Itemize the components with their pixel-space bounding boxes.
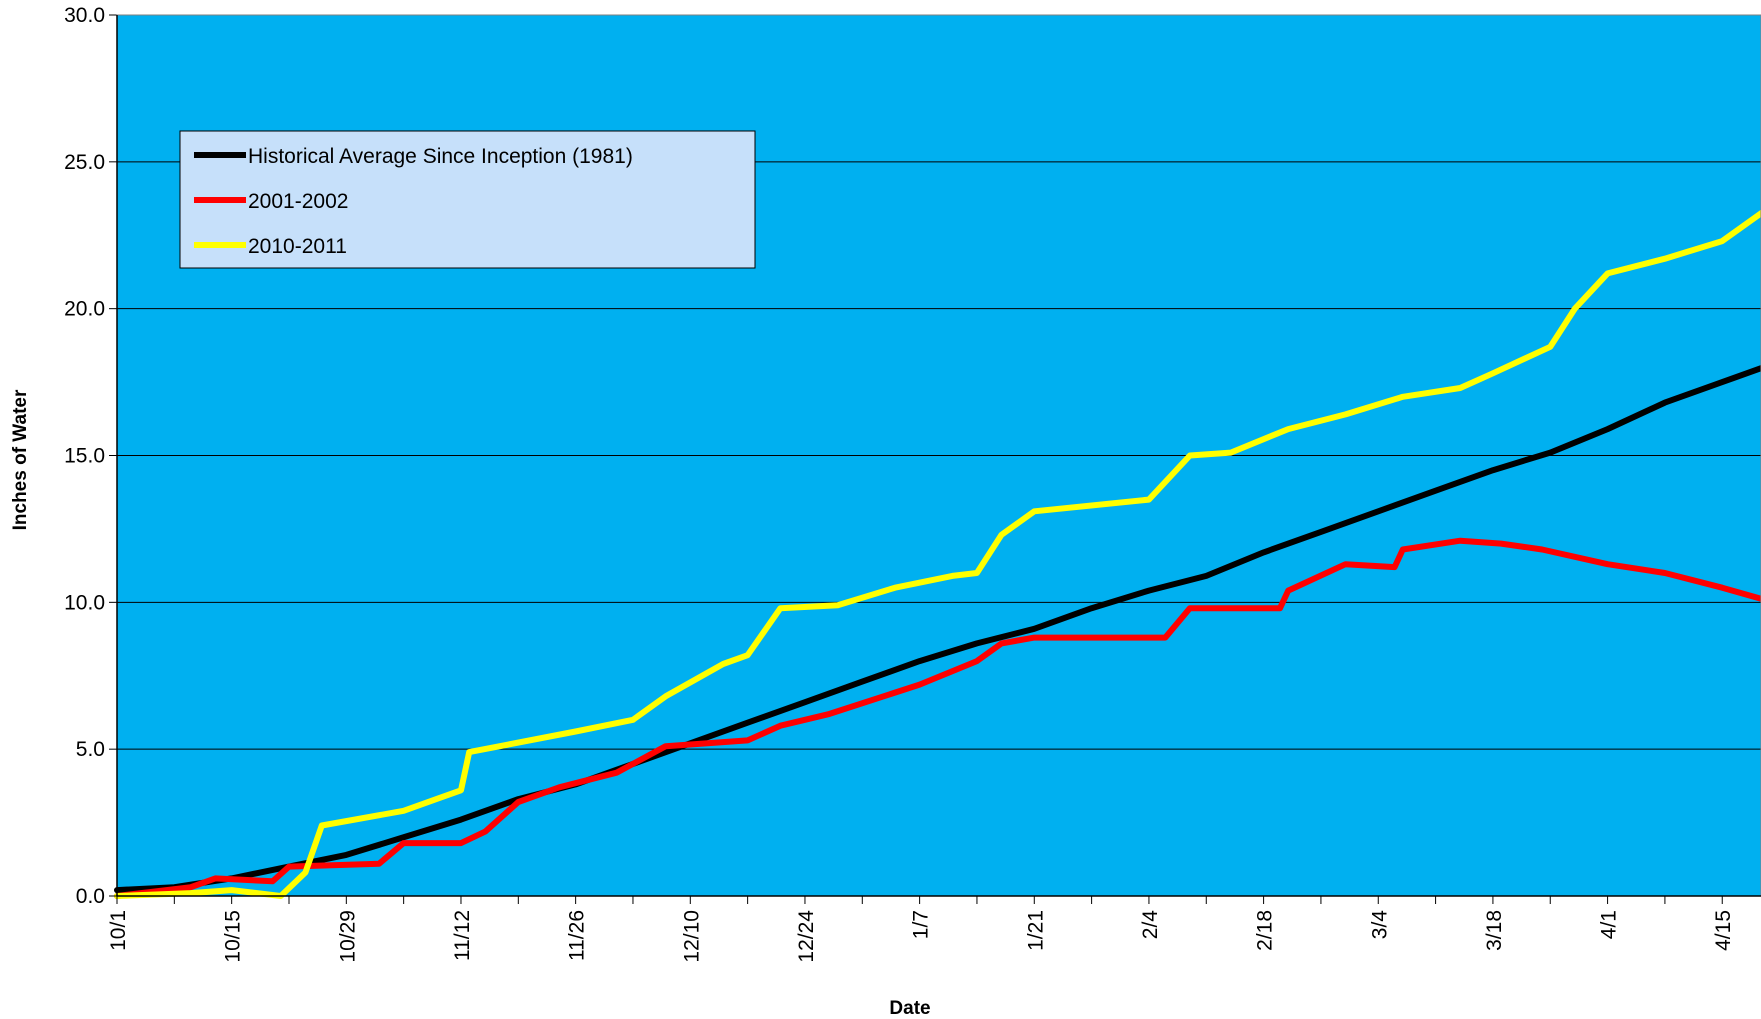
series-line bbox=[114, 537, 1761, 899]
y-tick-label: 30.0 bbox=[64, 4, 105, 27]
x-tick-label: 10/29 bbox=[336, 910, 359, 963]
y-tick-label: 25.0 bbox=[64, 151, 105, 174]
x-tick-label: 2/18 bbox=[1254, 910, 1277, 951]
x-tick-label: 10/15 bbox=[222, 910, 245, 963]
legend-label: 2001-2002 bbox=[248, 190, 348, 213]
legend: Historical Average Since Inception (1981… bbox=[179, 130, 756, 269]
x-tick-label: 12/10 bbox=[680, 910, 703, 963]
y-tick-label: 10.0 bbox=[64, 591, 105, 614]
axes: 0.0 5.0 10.0 15.0 20.0 25.0 30.0 10/1 10/15 10/29… bbox=[64, 4, 1761, 963]
y-tick-label: 15.0 bbox=[64, 445, 105, 468]
x-axis-title: Date bbox=[889, 998, 930, 1019]
x-tick-label: 12/24 bbox=[795, 910, 818, 963]
x-tick-label: 11/12 bbox=[451, 910, 474, 961]
x-tick-label: 3/4 bbox=[1368, 910, 1391, 940]
legend-box bbox=[179, 130, 756, 269]
x-tick-label: 3/18 bbox=[1483, 910, 1506, 951]
legend-label: 2010-2011 bbox=[248, 235, 347, 258]
x-tick-label: 11/26 bbox=[566, 910, 589, 961]
x-tick-label: 4/15 bbox=[1712, 910, 1735, 951]
y-tick-label: 0.0 bbox=[76, 885, 105, 908]
x-tick-label: 1/7 bbox=[910, 910, 933, 939]
series-lines bbox=[114, 209, 1761, 899]
legend-label: Historical Average Since Inception (1981… bbox=[248, 145, 633, 168]
series-line bbox=[114, 209, 1761, 899]
x-tick-label: 1/21 bbox=[1024, 910, 1047, 951]
y-tick-label: 5.0 bbox=[76, 738, 105, 761]
x-tick-label: 4/1 bbox=[1598, 910, 1621, 939]
y-tick-label: 20.0 bbox=[64, 298, 105, 321]
x-tick-label: 2/4 bbox=[1139, 910, 1162, 940]
y-axis-title: Inches of Water bbox=[10, 389, 31, 530]
x-tick-label: 10/1 bbox=[107, 910, 130, 951]
